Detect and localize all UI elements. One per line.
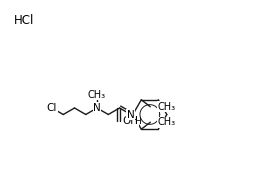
Text: OH: OH (123, 116, 139, 126)
Text: H: H (134, 117, 140, 126)
Text: CH₃: CH₃ (157, 102, 175, 112)
Text: Cl: Cl (47, 103, 57, 113)
Text: N: N (127, 110, 135, 120)
Text: N: N (93, 103, 101, 113)
Text: CH₃: CH₃ (157, 117, 175, 127)
Text: CH₃: CH₃ (88, 90, 106, 100)
Text: HCl: HCl (14, 13, 34, 26)
